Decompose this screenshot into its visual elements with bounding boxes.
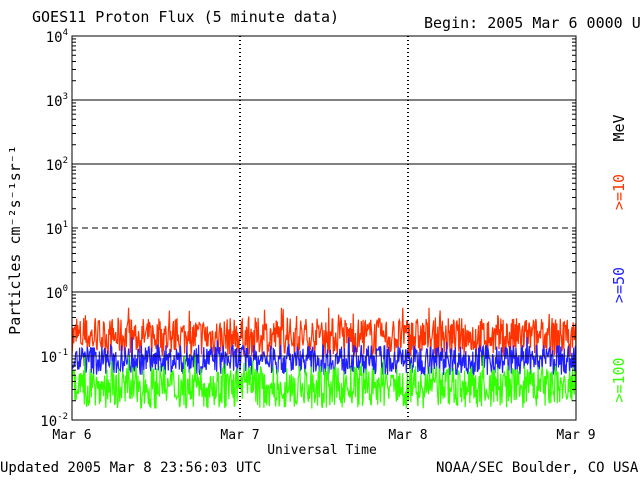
y-tick-label: 104 [46,28,68,46]
series-line [71,355,577,410]
x-tick-label: Mar 6 [52,428,91,443]
x-tick-label: Mar 8 [388,428,427,443]
data-series-group [71,307,577,410]
x-tick-label: Mar 9 [556,428,595,443]
plot-frame [71,35,577,421]
chart-title: GOES11 Proton Flux (5 minute data) [32,8,340,26]
begin-time: Begin: 2005 Mar 6 0000 UTC [424,14,640,32]
y-tick-label: 10-2 [40,412,68,430]
y-tick-label: 102 [46,156,68,174]
x-axis-label: Universal Time [267,443,377,458]
y-tick-label: 101 [46,220,68,238]
updated-timestamp: Updated 2005 Mar 8 23:56:03 UTC [0,460,262,476]
y-axis-label: Particles cm⁻²s⁻¹sr⁻¹ [6,145,24,335]
x-tick-label: Mar 7 [220,428,259,443]
series-line [71,307,577,358]
y-tick-label: 103 [46,92,68,110]
y-tick-label: 10-1 [40,348,68,366]
y-tick-label: 100 [46,284,68,302]
legend-label: >=10 [610,174,628,210]
plot-border [71,35,577,421]
legend-label: >=50 [610,267,628,303]
legend: MeV >=10 >=50 >=100 [610,114,628,402]
y-tick-labels: 104 103 102 101 100 10-1 10-2 [40,28,68,430]
legend-label: >=100 [610,357,628,402]
grid-lines [72,36,576,420]
x-tick-labels: Mar 6 Mar 7 Mar 8 Mar 9 [52,428,595,443]
legend-label: MeV [610,114,628,141]
source-credit: NOAA/SEC Boulder, CO USA [436,460,639,476]
